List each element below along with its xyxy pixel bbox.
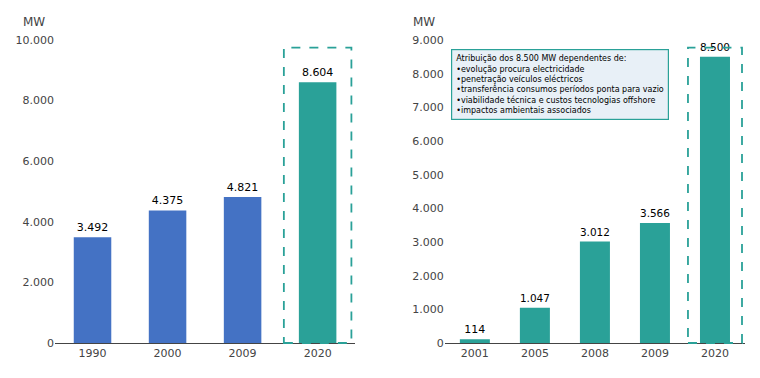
svg-text:2020: 2020 <box>701 347 729 360</box>
svg-text:2.000: 2.000 <box>412 270 444 283</box>
svg-text:3.000: 3.000 <box>412 236 444 249</box>
svg-text:8.604: 8.604 <box>302 66 334 79</box>
svg-text:8.000: 8.000 <box>412 68 444 81</box>
svg-text:4.000: 4.000 <box>412 202 444 215</box>
svg-text:Atribuição dos 8.500 MW depend: Atribuição dos 8.500 MW dependentes de:•… <box>456 54 664 115</box>
svg-text:3.012: 3.012 <box>580 226 610 238</box>
svg-text:2009: 2009 <box>229 347 257 360</box>
svg-text:6.000: 6.000 <box>23 155 55 168</box>
svg-text:8.500: 8.500 <box>700 41 730 53</box>
svg-text:1990: 1990 <box>79 347 107 360</box>
svg-text:114: 114 <box>464 323 485 336</box>
svg-text:6.000: 6.000 <box>412 135 444 148</box>
svg-text:9.000: 9.000 <box>412 34 444 47</box>
svg-text:2020: 2020 <box>304 347 332 360</box>
svg-text:3.492: 3.492 <box>77 221 109 234</box>
svg-text:2000: 2000 <box>154 347 182 360</box>
svg-text:1.047: 1.047 <box>520 292 550 304</box>
svg-text:MW: MW <box>23 15 45 29</box>
svg-text:8.000: 8.000 <box>23 94 55 107</box>
svg-text:4.375: 4.375 <box>152 194 184 207</box>
svg-text:2001: 2001 <box>461 347 489 360</box>
svg-text:0: 0 <box>47 337 54 350</box>
svg-text:2005: 2005 <box>521 347 549 360</box>
svg-text:10.000: 10.000 <box>16 34 55 47</box>
svg-text:1.000: 1.000 <box>412 303 444 316</box>
svg-text:0: 0 <box>437 337 444 350</box>
svg-text:5.000: 5.000 <box>412 169 444 182</box>
svg-text:2008: 2008 <box>581 347 609 360</box>
svg-text:7.000: 7.000 <box>412 101 444 114</box>
svg-text:4.821: 4.821 <box>227 181 259 194</box>
svg-text:2009: 2009 <box>641 347 669 360</box>
svg-text:MW: MW <box>413 15 435 29</box>
svg-text:4.000: 4.000 <box>23 216 55 229</box>
svg-text:3.566: 3.566 <box>640 207 670 219</box>
svg-text:2.000: 2.000 <box>23 276 55 289</box>
